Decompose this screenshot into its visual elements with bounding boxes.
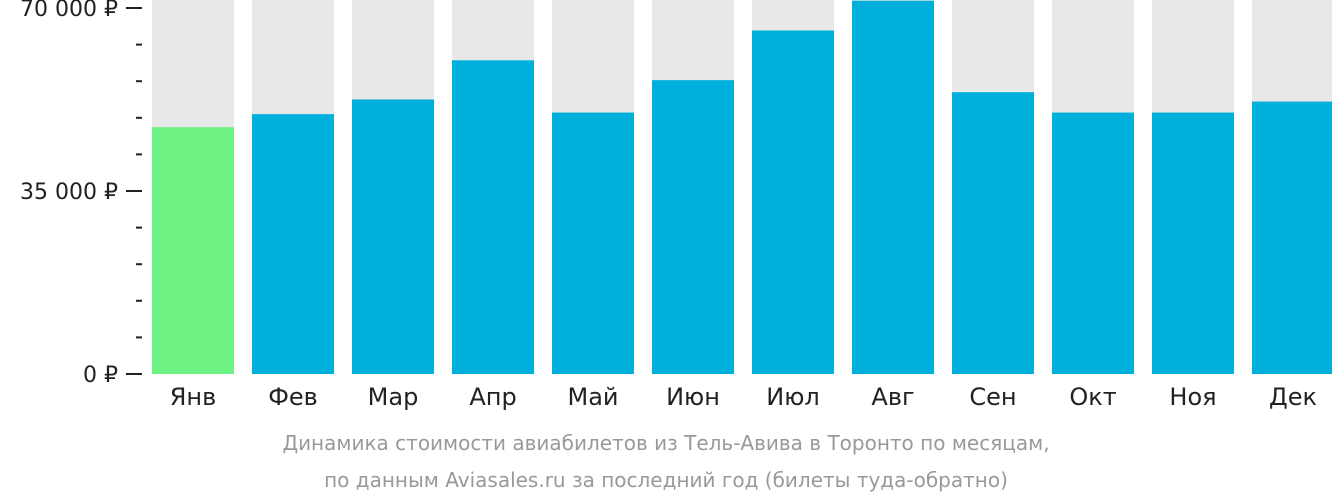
price-chart: Янв Фев Мар Апр Май Июн Июл Авг Сен Окт Ноя Дек 70 0…: [20, 0, 1332, 411]
month-label-9: Сен: [969, 383, 1016, 411]
bar-11: [1152, 112, 1234, 375]
bar-5: [552, 112, 634, 375]
bar-6: [652, 80, 734, 374]
month-label-6: Июн: [666, 383, 720, 411]
bar-3: [352, 99, 434, 374]
month-label-12: Дек: [1269, 383, 1317, 411]
month-label-10: Окт: [1069, 383, 1116, 411]
y-tick-label-3: 0 ₽: [83, 363, 118, 388]
month-label-2: Фев: [268, 383, 318, 411]
bar-1: [152, 127, 234, 374]
month-label-7: Июл: [766, 383, 820, 411]
bar-8: [852, 0, 934, 375]
chart-caption-line-1: Динамика стоимости авиабилетов из Тель-А…: [282, 431, 1050, 455]
month-label-5: Май: [567, 383, 618, 411]
bar-7: [752, 30, 834, 375]
bar-2: [252, 114, 334, 374]
month-label-11: Ноя: [1169, 383, 1216, 411]
month-label-1: Янв: [170, 383, 217, 411]
month-label-8: Авг: [871, 383, 914, 411]
y-tick-label-2: 35 000 ₽: [20, 180, 118, 205]
chart-caption-line-2: по данным Aviasales.ru за последний год …: [324, 468, 1008, 492]
month-label-3: Мар: [368, 383, 419, 411]
bar-12: [1252, 101, 1332, 374]
bar-10: [1052, 112, 1134, 375]
month-label-4: Апр: [469, 383, 516, 411]
bar-9: [952, 92, 1034, 375]
bar-4: [452, 60, 534, 375]
y-tick-label-1: 70 000 ₽: [20, 0, 118, 22]
